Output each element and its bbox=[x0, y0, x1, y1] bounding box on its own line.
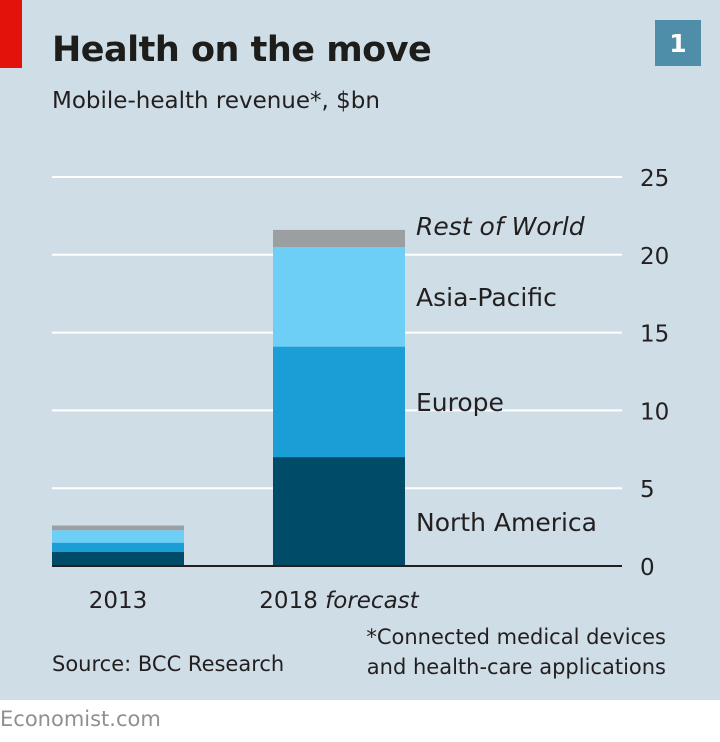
chart-title: Health on the move bbox=[52, 30, 432, 70]
series-label: Rest of World bbox=[416, 212, 585, 241]
footnote: *Connected medical devices and health-ca… bbox=[366, 622, 666, 682]
bar-segment bbox=[52, 551, 184, 566]
bar-segment bbox=[52, 525, 184, 531]
chart-number-badge: 1 bbox=[655, 20, 701, 66]
bar-segment bbox=[52, 542, 184, 552]
x-category-label: 2018 forecast bbox=[259, 588, 419, 614]
y-tick-label: 15 bbox=[640, 322, 669, 348]
brand-tab bbox=[0, 0, 22, 68]
bar-segment bbox=[273, 457, 405, 566]
bar-segment bbox=[273, 346, 405, 458]
chart-panel: Health on the move Mobile-health revenue… bbox=[0, 0, 720, 700]
bar-segment bbox=[273, 247, 405, 347]
source-note: Source: BCC Research bbox=[52, 652, 285, 676]
site-credit: Economist.com bbox=[0, 707, 161, 731]
series-label: Asia-Pacific bbox=[416, 283, 557, 312]
series-label: Europe bbox=[416, 388, 504, 417]
y-tick-label: 0 bbox=[640, 555, 655, 581]
y-tick-label: 25 bbox=[640, 166, 669, 192]
bar-segment bbox=[52, 530, 184, 543]
x-category-label: 2013 bbox=[89, 588, 148, 614]
bar-segment bbox=[273, 229, 405, 248]
footnote-line-1: *Connected medical devices bbox=[366, 625, 666, 649]
y-tick-label: 10 bbox=[640, 399, 669, 425]
y-tick-label: 5 bbox=[640, 477, 655, 503]
series-label: North America bbox=[416, 508, 597, 537]
footnote-line-2: and health-care applications bbox=[366, 655, 666, 679]
chart-subtitle: Mobile-health revenue*, $bn bbox=[52, 88, 380, 114]
stacked-bar-chart: 0 5 10 15 20 25 2013 2018 forecast North America… bbox=[52, 166, 669, 614]
y-tick-label: 20 bbox=[640, 244, 669, 270]
